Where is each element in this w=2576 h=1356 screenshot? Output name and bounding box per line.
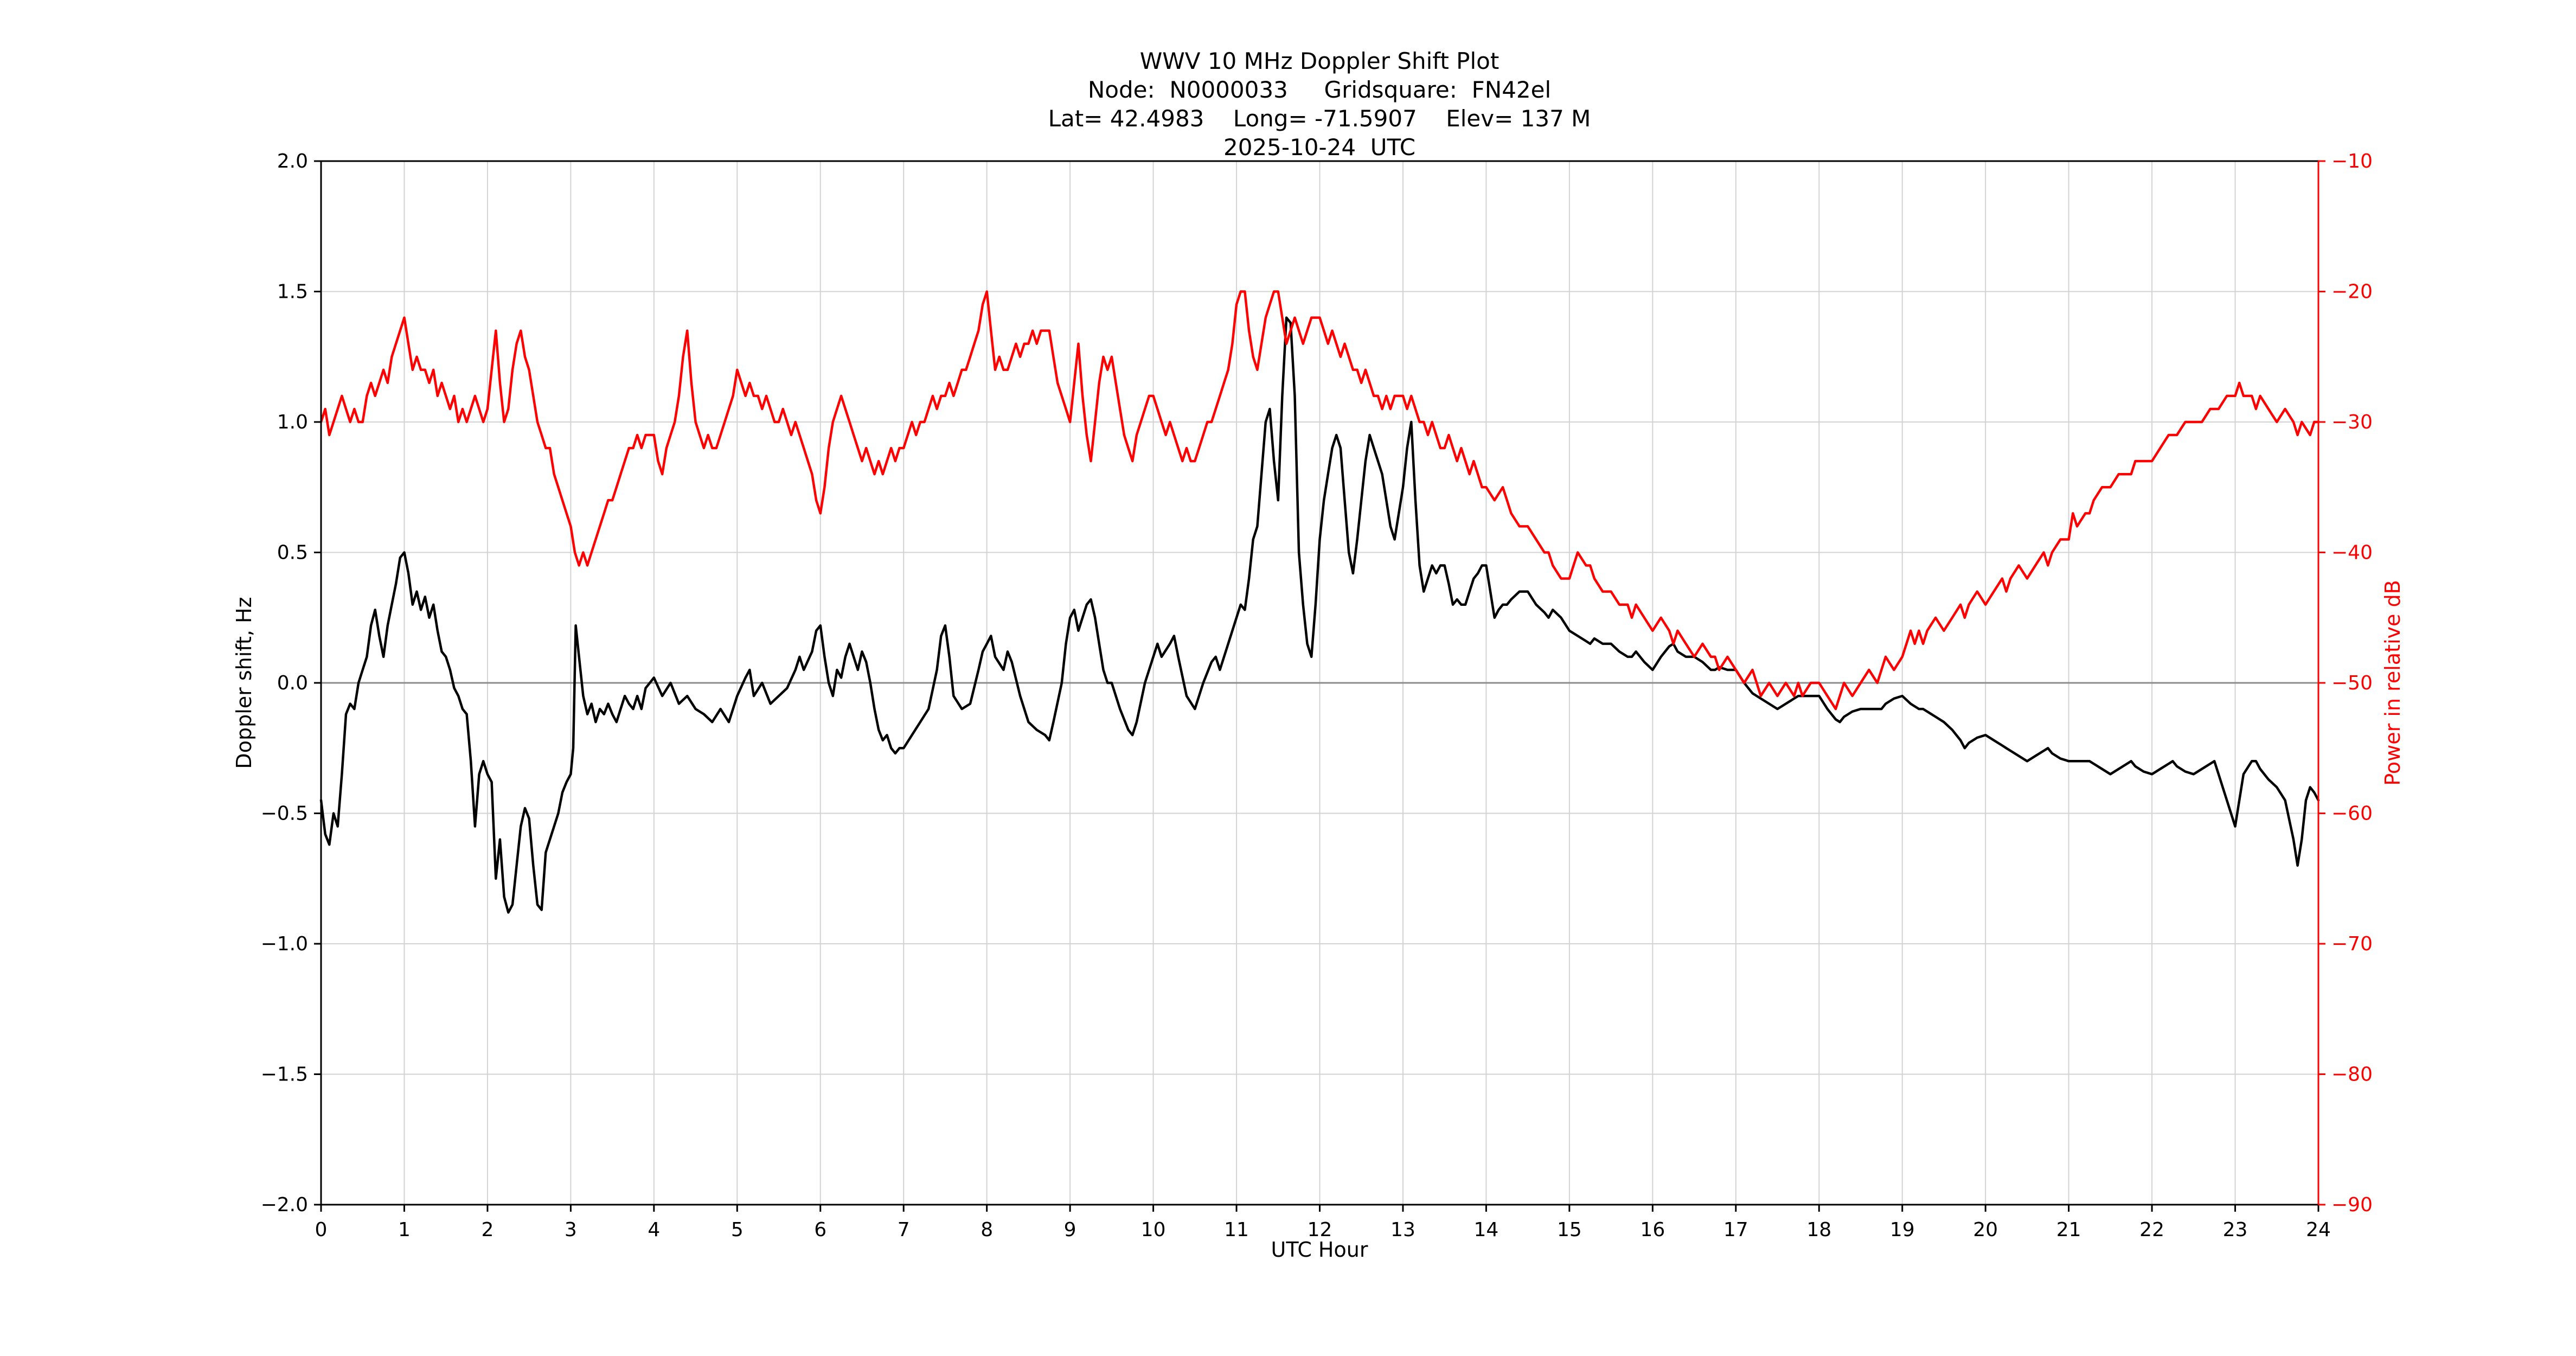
x-tick-label: 23 — [2223, 1219, 2248, 1241]
x-tick-label: 21 — [2056, 1219, 2081, 1241]
x-tick-label: 1 — [398, 1219, 411, 1241]
right-y-axis-label: Power in relative dB — [2381, 580, 2405, 786]
series-line-doppler-shift-hz — [319, 316, 2320, 914]
chart-title: WWV 10 MHz Doppler Shift Plot — [1139, 48, 1500, 74]
left-y-tick-label: 1.5 — [277, 281, 308, 303]
right-y-tick-label: −40 — [2331, 542, 2373, 564]
chart-subtitle-node: Node: N0000033 Gridsquare: FN42el — [1087, 76, 1552, 103]
chart-subtitle-location: Lat= 42.4983 Long= -71.5907 Elev= 137 M — [1048, 105, 1591, 132]
x-tick-label: 17 — [1723, 1219, 1748, 1241]
left-y-tick-label: 0.5 — [277, 542, 308, 564]
x-tick-label: 3 — [565, 1219, 577, 1241]
left-y-tick-label: −0.5 — [261, 803, 308, 825]
right-y-tick-label: −30 — [2331, 411, 2373, 433]
x-tick-label: 19 — [1890, 1219, 1915, 1241]
left-y-tick-label: 0.0 — [277, 672, 308, 694]
x-tick-label: 6 — [814, 1219, 826, 1241]
x-tick-label: 14 — [1474, 1219, 1499, 1241]
left-y-axis-label: Doppler shift, Hz — [232, 597, 256, 769]
x-axis-label: UTC Hour — [1271, 1238, 1368, 1262]
x-tick-label: 13 — [1390, 1219, 1415, 1241]
x-tick-label: 4 — [648, 1219, 660, 1241]
right-y-tick-label: −90 — [2331, 1194, 2373, 1216]
right-y-tick-label: −20 — [2331, 281, 2373, 303]
x-tick-label: 10 — [1141, 1219, 1166, 1241]
series-line-power-relative-db — [319, 290, 2320, 711]
x-tick-label: 7 — [898, 1219, 910, 1241]
right-y-tick-label: −10 — [2331, 150, 2373, 172]
right-y-tick-label: −50 — [2331, 672, 2373, 694]
right-y-tick-label: −80 — [2331, 1064, 2373, 1086]
left-y-tick-label: −1.0 — [261, 933, 308, 955]
x-tick-label: 0 — [315, 1219, 328, 1241]
right-y-tick-label: −70 — [2331, 933, 2373, 955]
x-tick-label: 8 — [981, 1219, 993, 1241]
left-y-tick-label: −1.5 — [261, 1064, 308, 1086]
x-tick-label: 2 — [481, 1219, 494, 1241]
x-tick-label: 22 — [2139, 1219, 2164, 1241]
x-tick-label: 18 — [1806, 1219, 1831, 1241]
x-tick-label: 11 — [1224, 1219, 1249, 1241]
x-tick-label: 24 — [2306, 1219, 2331, 1241]
x-tick-label: 15 — [1557, 1219, 1582, 1241]
chart-subtitle-date: 2025-10-24 UTC — [1223, 134, 1416, 161]
left-y-tick-label: 1.0 — [277, 411, 308, 433]
x-tick-label: 9 — [1064, 1219, 1076, 1241]
right-y-tick-label: −60 — [2331, 803, 2373, 825]
x-tick-label: 5 — [731, 1219, 744, 1241]
x-tick-label: 16 — [1640, 1219, 1665, 1241]
left-y-tick-label: 2.0 — [277, 150, 308, 172]
left-y-tick-label: −2.0 — [261, 1194, 308, 1216]
x-tick-label: 12 — [1308, 1219, 1332, 1241]
x-tick-label: 20 — [1973, 1219, 1998, 1241]
